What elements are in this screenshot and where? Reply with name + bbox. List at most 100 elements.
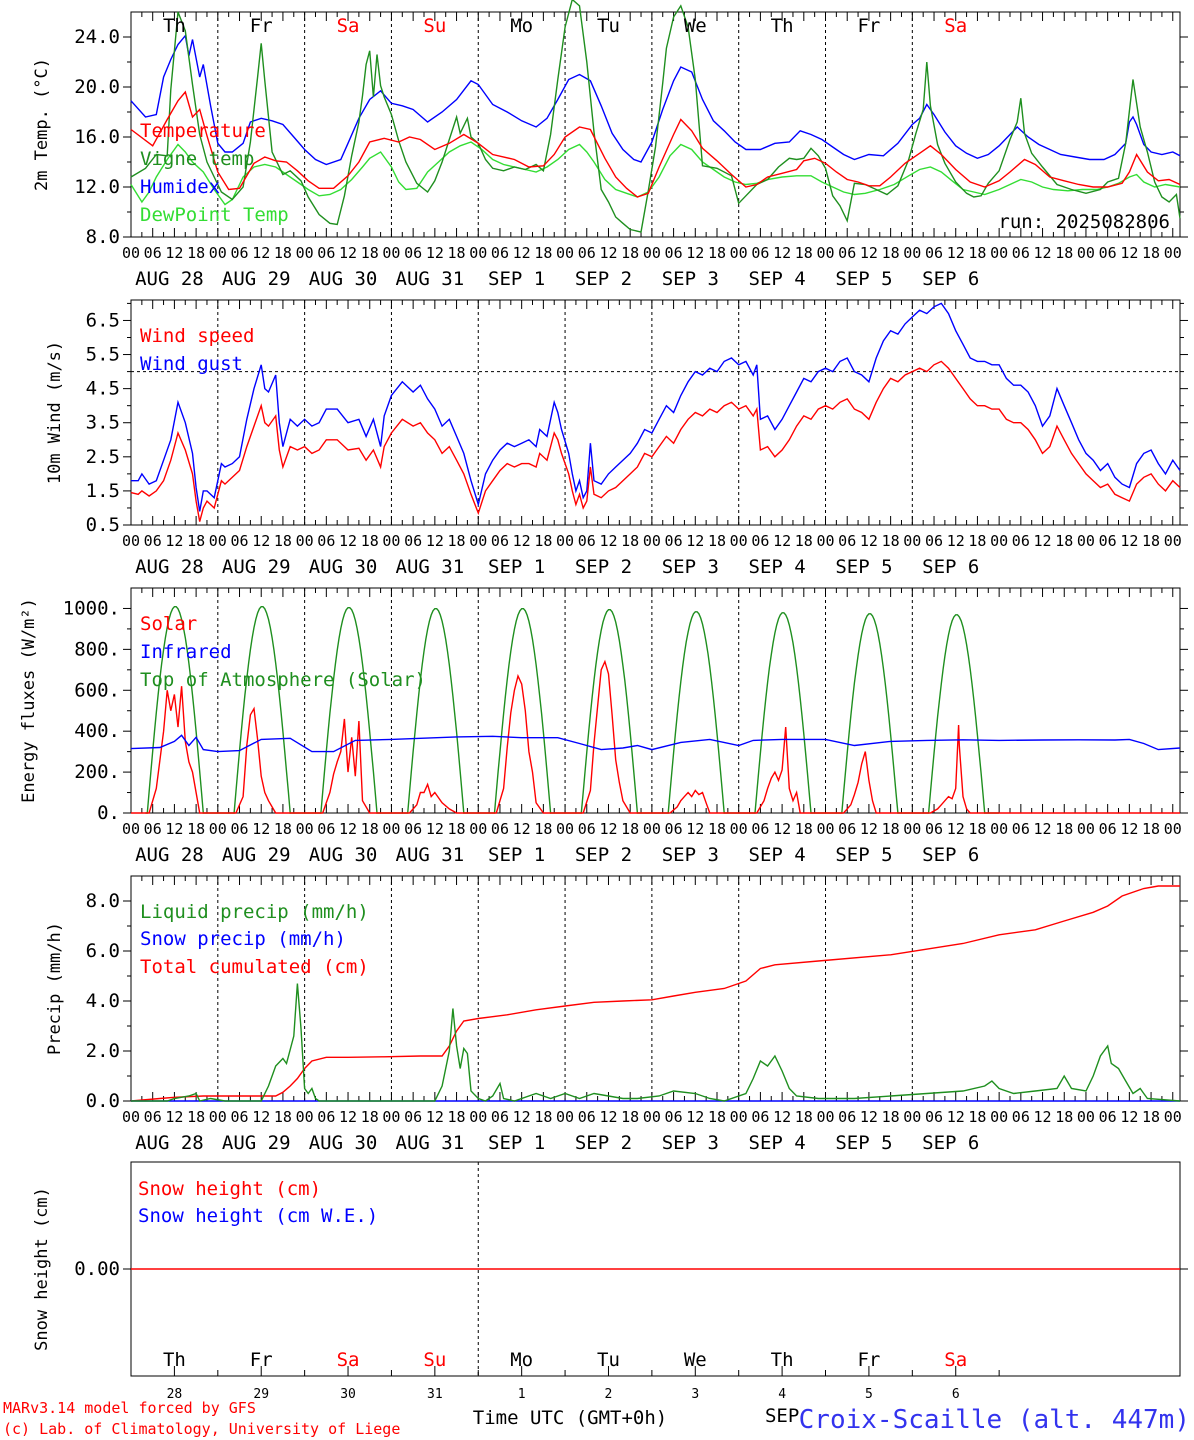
x-hour-label: 06 (925, 532, 943, 550)
x-hour-label: 18 (621, 820, 639, 838)
plot-frame (130, 11, 1181, 238)
x-hour-label: 18 (968, 1108, 986, 1126)
y-axis-label: Precip (mm/h) (45, 922, 65, 1055)
x-hour-label: 18 (795, 820, 813, 838)
y-tick-label: 400. (74, 720, 120, 742)
legend-entry: Vigne temp (140, 148, 254, 170)
x-hour-label: 06 (578, 1108, 596, 1126)
x-date-label: AUG 30 (309, 556, 378, 578)
y-tick-label: 2.0 (86, 1040, 120, 1062)
x-hour-label: 18 (448, 532, 466, 550)
x-hour-label: 12 (513, 1108, 531, 1126)
x-hour-label: 06 (144, 244, 162, 262)
x-date-label: AUG 28 (135, 556, 204, 578)
x-hour-label: 06 (404, 820, 422, 838)
series-total-cumulated-cm- (130, 885, 1180, 1102)
x-hour-label: 06 (1012, 244, 1030, 262)
x-hour-label: 12 (165, 532, 183, 550)
x-hour-label: 06 (1099, 244, 1117, 262)
x-hour-label: 18 (708, 820, 726, 838)
x-date-label: AUG 29 (222, 844, 291, 866)
x-day-number: 2 (605, 1387, 613, 1402)
x-hour-label: 18 (187, 532, 205, 550)
x-date-label: SEP 1 (488, 844, 545, 866)
x-date-label: SEP 2 (575, 268, 632, 290)
x-hour-label: 18 (968, 244, 986, 262)
x-day-number: 1 (518, 1387, 526, 1402)
x-hour-label: 12 (947, 820, 965, 838)
x-hour-label: 06 (665, 532, 683, 550)
x-date-label: AUG 28 (135, 844, 204, 866)
series-vigne-temp (130, 0, 1181, 233)
x-hour-label: 00 (730, 532, 748, 550)
x-hour-label: 18 (882, 820, 900, 838)
x-day-number: 6 (952, 1387, 960, 1402)
x-hour-label: 00 (296, 820, 314, 838)
y-tick-label: 1000. (63, 597, 120, 619)
x-date-label: AUG 30 (309, 844, 378, 866)
series-wind-gust (131, 302, 1181, 512)
y-tick-label: 4.5 (86, 378, 120, 400)
x-hour-label: 12 (686, 1108, 704, 1126)
x-hour-label: 00 (382, 244, 400, 262)
x-hour-label: 00 (296, 244, 314, 262)
weekday-label: Tu (597, 15, 620, 37)
x-date-label: SEP 6 (922, 556, 979, 578)
y-tick-label: 2.5 (86, 446, 120, 468)
x-hour-label: 12 (339, 820, 357, 838)
x-hour-label: 12 (686, 244, 704, 262)
panel-snow: 0.00 Snow height (cm) Snow height (cm) Snow… (32, 1161, 1188, 1429)
x-hour-label: 12 (513, 244, 531, 262)
legend-entry: Top of Atmosphere (Solar) (140, 669, 426, 691)
y-tick-label: 0.00 (74, 1258, 120, 1280)
legend-entry: Liquid precip (mm/h) (140, 901, 369, 923)
x-day-number: 29 (253, 1387, 269, 1402)
x-hour-label: 18 (274, 244, 292, 262)
x-hour-label: 00 (209, 244, 227, 262)
y-tick-label: 8.0 (86, 890, 120, 912)
x-hour-label: 00 (903, 1108, 921, 1126)
x-hour-label: 00 (990, 820, 1008, 838)
legend-entry: Solar (140, 613, 197, 635)
weekday-label: Sa (337, 1349, 360, 1371)
series-humidex (130, 34, 1181, 166)
x-hour-label: 00 (469, 1108, 487, 1126)
x-hour-label: 18 (187, 244, 205, 262)
x-hour-label: 12 (1120, 1108, 1138, 1126)
x-hour-label: 12 (1120, 820, 1138, 838)
x-hour-label: 00 (903, 532, 921, 550)
x-hour-label: 12 (1120, 244, 1138, 262)
x-hour-label: 06 (317, 244, 335, 262)
x-hour-label: 06 (578, 244, 596, 262)
series-top-of-atmosphere (145, 606, 999, 814)
x-date-label: SEP 3 (662, 1132, 719, 1154)
x-hour-label: 12 (513, 820, 531, 838)
x-hour-label: 12 (860, 532, 878, 550)
x-hour-label: 12 (686, 820, 704, 838)
x-hour-label: 00 (643, 244, 661, 262)
x-date-label: AUG 31 (396, 1132, 465, 1154)
x-day-number: 3 (691, 1387, 699, 1402)
y-axis-label: 2m Temp. (°C) (32, 58, 52, 191)
x-hour-label: 06 (230, 244, 248, 262)
x-date-label: SEP 2 (575, 844, 632, 866)
x-hour-label: 18 (448, 820, 466, 838)
x-hour-label: 06 (491, 244, 509, 262)
x-hour-label: 06 (1099, 1108, 1117, 1126)
x-hour-label: 00 (469, 244, 487, 262)
x-hour-label: 18 (708, 1108, 726, 1126)
x-hour-label: 06 (144, 532, 162, 550)
x-day-number: 28 (167, 1387, 183, 1402)
y-axis-label: Energy fluxes (W/m²) (19, 598, 39, 803)
x-hour-label: 12 (339, 244, 357, 262)
y-tick-label: 24.0 (74, 26, 120, 48)
x-hour-label: 12 (599, 244, 617, 262)
x-date-label: AUG 31 (396, 844, 465, 866)
x-hour-label: 12 (513, 532, 531, 550)
x-hour-label: 00 (730, 244, 748, 262)
x-hour-label: 12 (1034, 532, 1052, 550)
x-hour-label: 18 (882, 1108, 900, 1126)
x-hour-label: 06 (317, 1108, 335, 1126)
x-hour-label: 12 (426, 244, 444, 262)
x-hour-label: 06 (665, 820, 683, 838)
